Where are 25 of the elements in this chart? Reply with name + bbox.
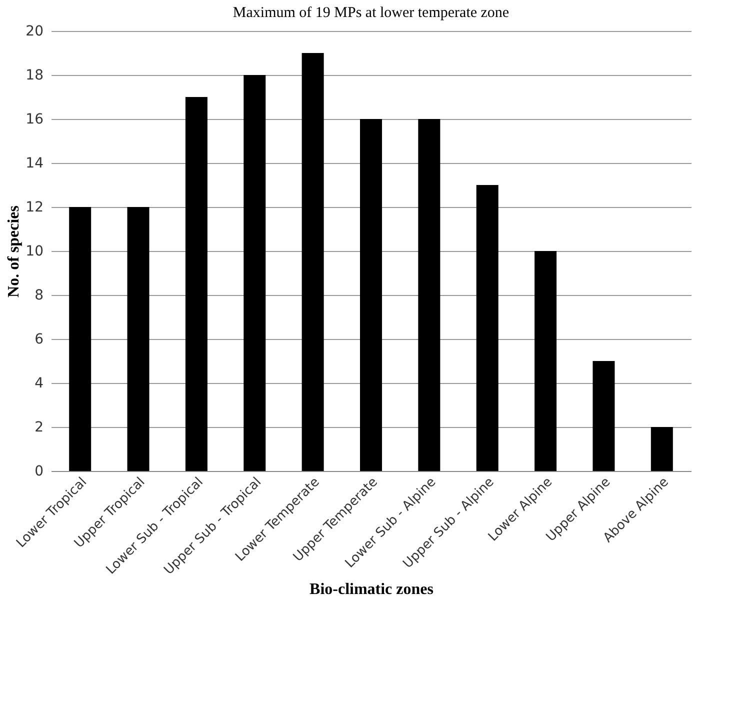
y-tick-label: 18 bbox=[26, 68, 44, 84]
y-tick-label: 0 bbox=[34, 464, 44, 480]
y-tick-label: 6 bbox=[34, 332, 44, 348]
bar bbox=[650, 427, 673, 471]
y-tick-label: 8 bbox=[34, 288, 44, 304]
y-tick-label: 14 bbox=[26, 156, 44, 172]
bar bbox=[244, 75, 266, 471]
bar bbox=[534, 251, 557, 471]
y-tick-label: 10 bbox=[26, 244, 44, 260]
bar bbox=[360, 119, 382, 471]
bar bbox=[476, 185, 498, 471]
chart-title: Maximum of 19 MPs at lower temperate zone bbox=[232, 5, 510, 21]
y-tick-label: 2 bbox=[34, 420, 44, 436]
bar bbox=[418, 119, 440, 471]
bar bbox=[302, 53, 324, 471]
bar bbox=[592, 361, 615, 471]
y-tick-label: 16 bbox=[26, 112, 44, 128]
y-tick-label: 20 bbox=[26, 24, 44, 40]
bar bbox=[127, 207, 150, 471]
y-tick-label: 4 bbox=[34, 376, 44, 392]
y-axis-title: No. of species bbox=[6, 206, 23, 298]
bar bbox=[185, 97, 208, 471]
y-tick-label: 12 bbox=[26, 200, 44, 216]
bar bbox=[69, 207, 92, 471]
x-axis-title: Bio-climatic zones bbox=[310, 581, 434, 598]
